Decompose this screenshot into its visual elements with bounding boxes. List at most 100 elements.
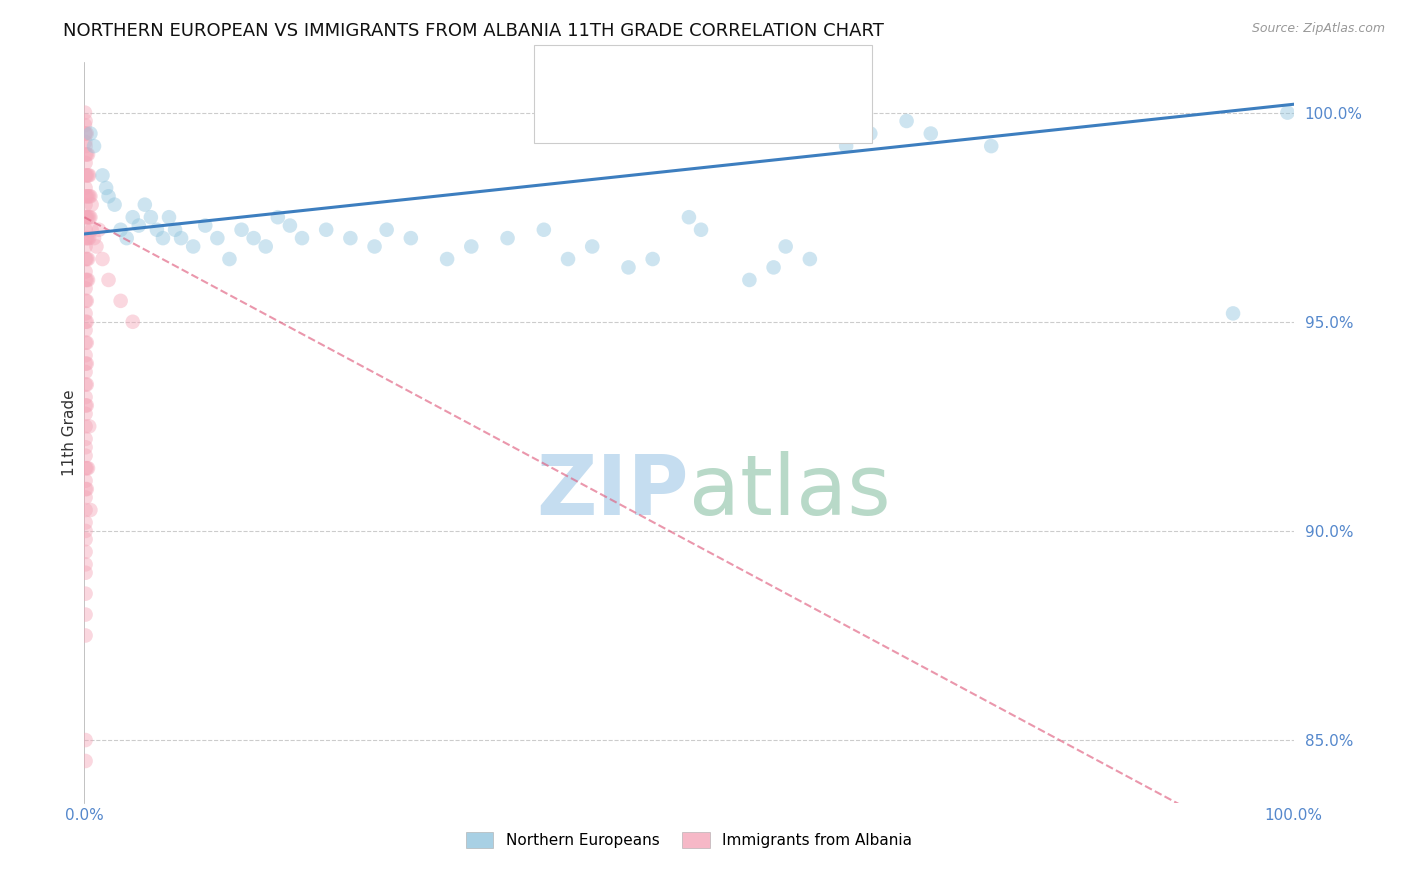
Point <box>254 239 277 253</box>
Point <box>157 211 180 225</box>
Point <box>75 516 97 530</box>
Point <box>738 273 761 287</box>
Point <box>581 239 603 253</box>
Point <box>76 147 98 161</box>
Point <box>77 231 100 245</box>
Point <box>75 533 97 547</box>
Point <box>86 239 108 253</box>
Point <box>242 231 264 245</box>
Point <box>75 335 97 350</box>
Point <box>76 461 98 475</box>
Point <box>678 211 700 225</box>
Point <box>75 323 97 337</box>
Point <box>896 114 918 128</box>
Point <box>75 139 97 153</box>
Point <box>75 181 97 195</box>
Point <box>76 357 98 371</box>
Point <box>75 545 97 559</box>
Point <box>75 293 97 308</box>
Y-axis label: 11th Grade: 11th Grade <box>62 389 77 476</box>
Point <box>77 419 100 434</box>
Point <box>76 252 98 266</box>
Point <box>775 239 797 253</box>
Point <box>75 440 97 454</box>
Point <box>278 219 301 233</box>
Point <box>79 127 101 141</box>
Point <box>170 231 193 245</box>
Point <box>76 377 98 392</box>
Point <box>97 189 120 203</box>
Point <box>97 273 120 287</box>
Point <box>76 482 98 496</box>
Point <box>77 169 100 183</box>
Point <box>121 211 143 225</box>
Point <box>79 189 101 203</box>
Point <box>73 118 96 132</box>
Point <box>363 239 385 253</box>
Point <box>75 273 97 287</box>
Point <box>77 461 100 475</box>
Point <box>75 503 97 517</box>
Point <box>75 482 97 496</box>
Text: ZIP: ZIP <box>537 451 689 533</box>
Point <box>77 252 100 266</box>
Point <box>75 306 97 320</box>
Point <box>75 147 97 161</box>
Point <box>75 377 97 392</box>
Point <box>859 127 882 141</box>
Point <box>75 399 97 413</box>
Point <box>91 169 114 183</box>
Point <box>75 281 97 295</box>
Point <box>181 239 204 253</box>
Point <box>399 231 422 245</box>
Point <box>77 211 100 225</box>
Point <box>75 231 97 245</box>
Point <box>77 231 100 245</box>
Point <box>1222 306 1244 320</box>
Point <box>75 264 97 278</box>
Point <box>152 231 174 245</box>
Point <box>339 231 361 245</box>
Point <box>77 189 100 203</box>
Point <box>94 181 117 195</box>
Point <box>75 348 97 362</box>
Point <box>73 105 96 120</box>
Point <box>104 197 127 211</box>
Point <box>79 211 101 225</box>
Point <box>75 733 97 747</box>
Point <box>231 223 253 237</box>
Point <box>920 127 942 141</box>
Point <box>115 231 138 245</box>
Point <box>194 219 217 233</box>
Text: R =  0.322   N = 53: R = 0.322 N = 53 <box>595 69 801 87</box>
Point <box>75 114 97 128</box>
Point <box>77 189 100 203</box>
Point <box>460 239 482 253</box>
Point <box>146 223 169 237</box>
Point <box>77 169 100 183</box>
Point <box>75 390 97 404</box>
Point <box>533 223 555 237</box>
Point <box>75 407 97 421</box>
Point <box>77 211 100 225</box>
Legend: Northern Europeans, Immigrants from Albania: Northern Europeans, Immigrants from Alba… <box>460 825 918 855</box>
Point <box>291 231 314 245</box>
Point <box>75 449 97 463</box>
Point <box>76 127 98 141</box>
Point <box>77 273 100 287</box>
Point <box>75 223 97 237</box>
Point <box>75 252 97 266</box>
Point <box>121 315 143 329</box>
Point <box>80 197 103 211</box>
Point <box>79 503 101 517</box>
Point <box>83 231 105 245</box>
Point <box>139 211 162 225</box>
Point <box>110 293 132 308</box>
Point <box>83 139 105 153</box>
Point <box>75 432 97 446</box>
Point <box>218 252 240 266</box>
Point <box>165 223 187 237</box>
Point <box>557 252 579 266</box>
Point <box>75 607 97 622</box>
Point <box>799 252 821 266</box>
